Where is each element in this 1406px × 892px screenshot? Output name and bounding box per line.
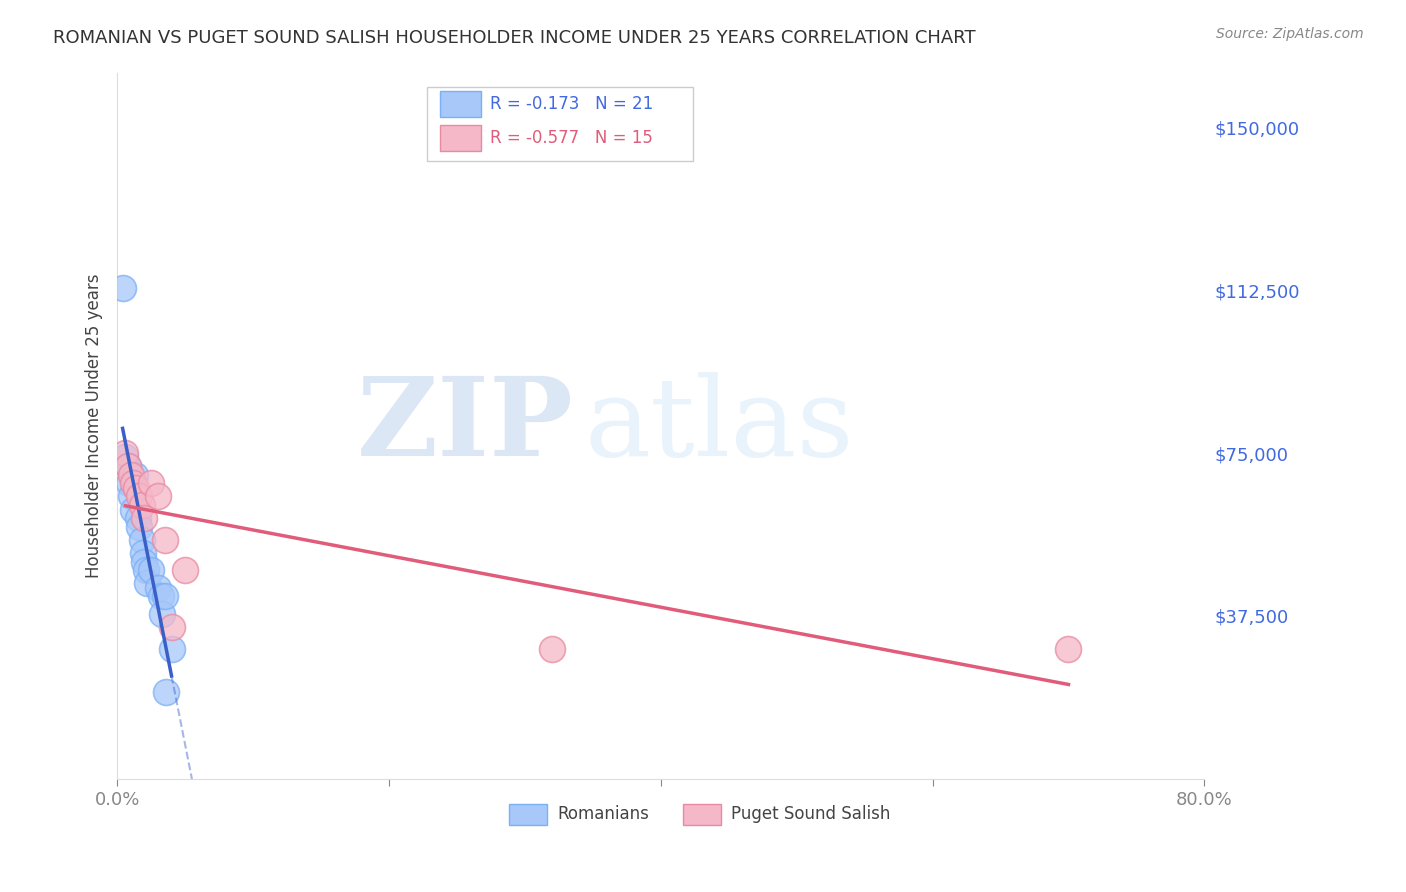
Point bbox=[141, 563, 163, 577]
FancyBboxPatch shape bbox=[509, 804, 547, 825]
FancyBboxPatch shape bbox=[440, 125, 481, 151]
Y-axis label: Householder Income Under 25 years: Householder Income Under 25 years bbox=[86, 274, 103, 578]
Point bbox=[125, 481, 148, 495]
Point bbox=[128, 520, 150, 534]
FancyBboxPatch shape bbox=[682, 804, 721, 825]
Point bbox=[127, 511, 149, 525]
Point bbox=[1057, 641, 1080, 656]
Text: ZIP: ZIP bbox=[357, 372, 574, 479]
Point bbox=[122, 476, 145, 491]
Point bbox=[120, 467, 142, 482]
Point bbox=[118, 476, 141, 491]
Point bbox=[124, 467, 146, 482]
Text: Puget Sound Salish: Puget Sound Salish bbox=[731, 805, 891, 823]
Point bbox=[135, 563, 157, 577]
Point bbox=[174, 563, 197, 577]
Text: atlas: atlas bbox=[585, 372, 855, 479]
Point bbox=[111, 281, 134, 295]
Text: ROMANIAN VS PUGET SOUND SALISH HOUSEHOLDER INCOME UNDER 25 YEARS CORRELATION CHA: ROMANIAN VS PUGET SOUND SALISH HOUSEHOLD… bbox=[53, 29, 976, 47]
Point bbox=[128, 490, 150, 504]
Point bbox=[150, 607, 173, 621]
Point bbox=[134, 511, 156, 525]
Point bbox=[146, 490, 169, 504]
Point bbox=[149, 590, 172, 604]
Point bbox=[541, 641, 564, 656]
Point bbox=[160, 620, 183, 634]
Point bbox=[146, 581, 169, 595]
Point bbox=[131, 498, 153, 512]
Point bbox=[153, 590, 176, 604]
Point bbox=[155, 685, 177, 699]
Point bbox=[131, 533, 153, 547]
Point bbox=[141, 476, 163, 491]
Point bbox=[160, 641, 183, 656]
Point bbox=[114, 450, 136, 465]
Point bbox=[134, 555, 156, 569]
Text: R = -0.577   N = 15: R = -0.577 N = 15 bbox=[491, 129, 652, 147]
Point bbox=[117, 459, 139, 474]
Point bbox=[117, 459, 139, 474]
Point bbox=[120, 490, 142, 504]
Text: Source: ZipAtlas.com: Source: ZipAtlas.com bbox=[1216, 27, 1364, 41]
Point bbox=[136, 576, 159, 591]
FancyBboxPatch shape bbox=[440, 91, 481, 117]
Text: Romanians: Romanians bbox=[558, 805, 650, 823]
Point bbox=[114, 446, 136, 460]
Point bbox=[122, 502, 145, 516]
Text: R = -0.173   N = 21: R = -0.173 N = 21 bbox=[491, 95, 654, 113]
Point bbox=[132, 546, 155, 560]
Point bbox=[153, 533, 176, 547]
FancyBboxPatch shape bbox=[427, 87, 693, 161]
